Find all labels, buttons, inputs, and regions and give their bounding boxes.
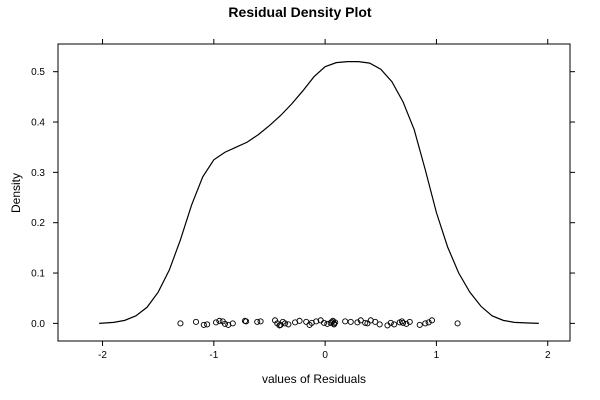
plot-frame bbox=[57, 43, 571, 342]
residual-point bbox=[330, 320, 338, 327]
residual-point bbox=[332, 319, 339, 326]
y-axis: 0.0 0.1 0.2 0.3 0.4 0.5 bbox=[31, 67, 575, 330]
residual-point bbox=[347, 318, 354, 325]
residual-point bbox=[320, 319, 328, 326]
residual-point bbox=[221, 320, 229, 327]
residual-point bbox=[303, 318, 310, 325]
y-tick-label: 0.2 bbox=[31, 218, 45, 229]
residual-point bbox=[342, 318, 349, 325]
x-axis-title: values of Residuals bbox=[262, 372, 366, 386]
residual-point bbox=[406, 318, 413, 325]
y-tick-label: 0.5 bbox=[31, 67, 45, 78]
x-tick-label: 2 bbox=[545, 350, 551, 361]
residual-point bbox=[192, 318, 200, 325]
residual-point bbox=[391, 321, 398, 328]
residual-point bbox=[254, 318, 261, 325]
residual-point bbox=[296, 317, 303, 324]
x-tick-label: -1 bbox=[209, 350, 218, 361]
y-tick-label: 0.1 bbox=[31, 269, 45, 280]
residual-point bbox=[422, 320, 429, 327]
residual-point bbox=[403, 320, 410, 327]
plot-area bbox=[99, 61, 539, 329]
residual-point bbox=[387, 319, 394, 326]
residual-point bbox=[416, 321, 423, 328]
x-tick-label: -2 bbox=[98, 350, 107, 361]
residual-point bbox=[313, 318, 320, 325]
x-axis: -2 -1 0 1 2 bbox=[98, 39, 551, 361]
residual-point bbox=[362, 319, 369, 326]
residual-point bbox=[216, 317, 223, 324]
x-tick-label: 0 bbox=[322, 350, 328, 361]
density-curve bbox=[99, 61, 539, 324]
residual-point bbox=[177, 320, 184, 327]
y-tick-label: 0.3 bbox=[31, 168, 45, 179]
residual-point bbox=[285, 321, 292, 328]
residual-point bbox=[282, 320, 289, 327]
residual-point bbox=[425, 319, 432, 326]
residual-point bbox=[243, 318, 250, 325]
x-tick-label: 1 bbox=[434, 350, 440, 361]
residual-point bbox=[257, 318, 264, 325]
residual-point bbox=[204, 321, 211, 328]
y-axis-title: Density bbox=[9, 173, 23, 213]
residual-point bbox=[376, 321, 383, 328]
residual-point bbox=[200, 321, 207, 328]
y-tick-label: 0.4 bbox=[31, 118, 45, 129]
residual-point bbox=[364, 320, 371, 327]
residual-point bbox=[428, 317, 436, 324]
residual-point bbox=[357, 317, 364, 324]
residual-point bbox=[399, 319, 407, 326]
residual-point bbox=[354, 319, 361, 326]
y-tick-label: 0.0 bbox=[31, 319, 45, 330]
residual-point bbox=[229, 320, 236, 327]
residual-point bbox=[372, 318, 379, 325]
residual-point bbox=[398, 318, 405, 325]
residual-point bbox=[212, 319, 220, 326]
chart-title: Residual Density Plot bbox=[228, 4, 371, 20]
residual-point bbox=[454, 320, 461, 327]
